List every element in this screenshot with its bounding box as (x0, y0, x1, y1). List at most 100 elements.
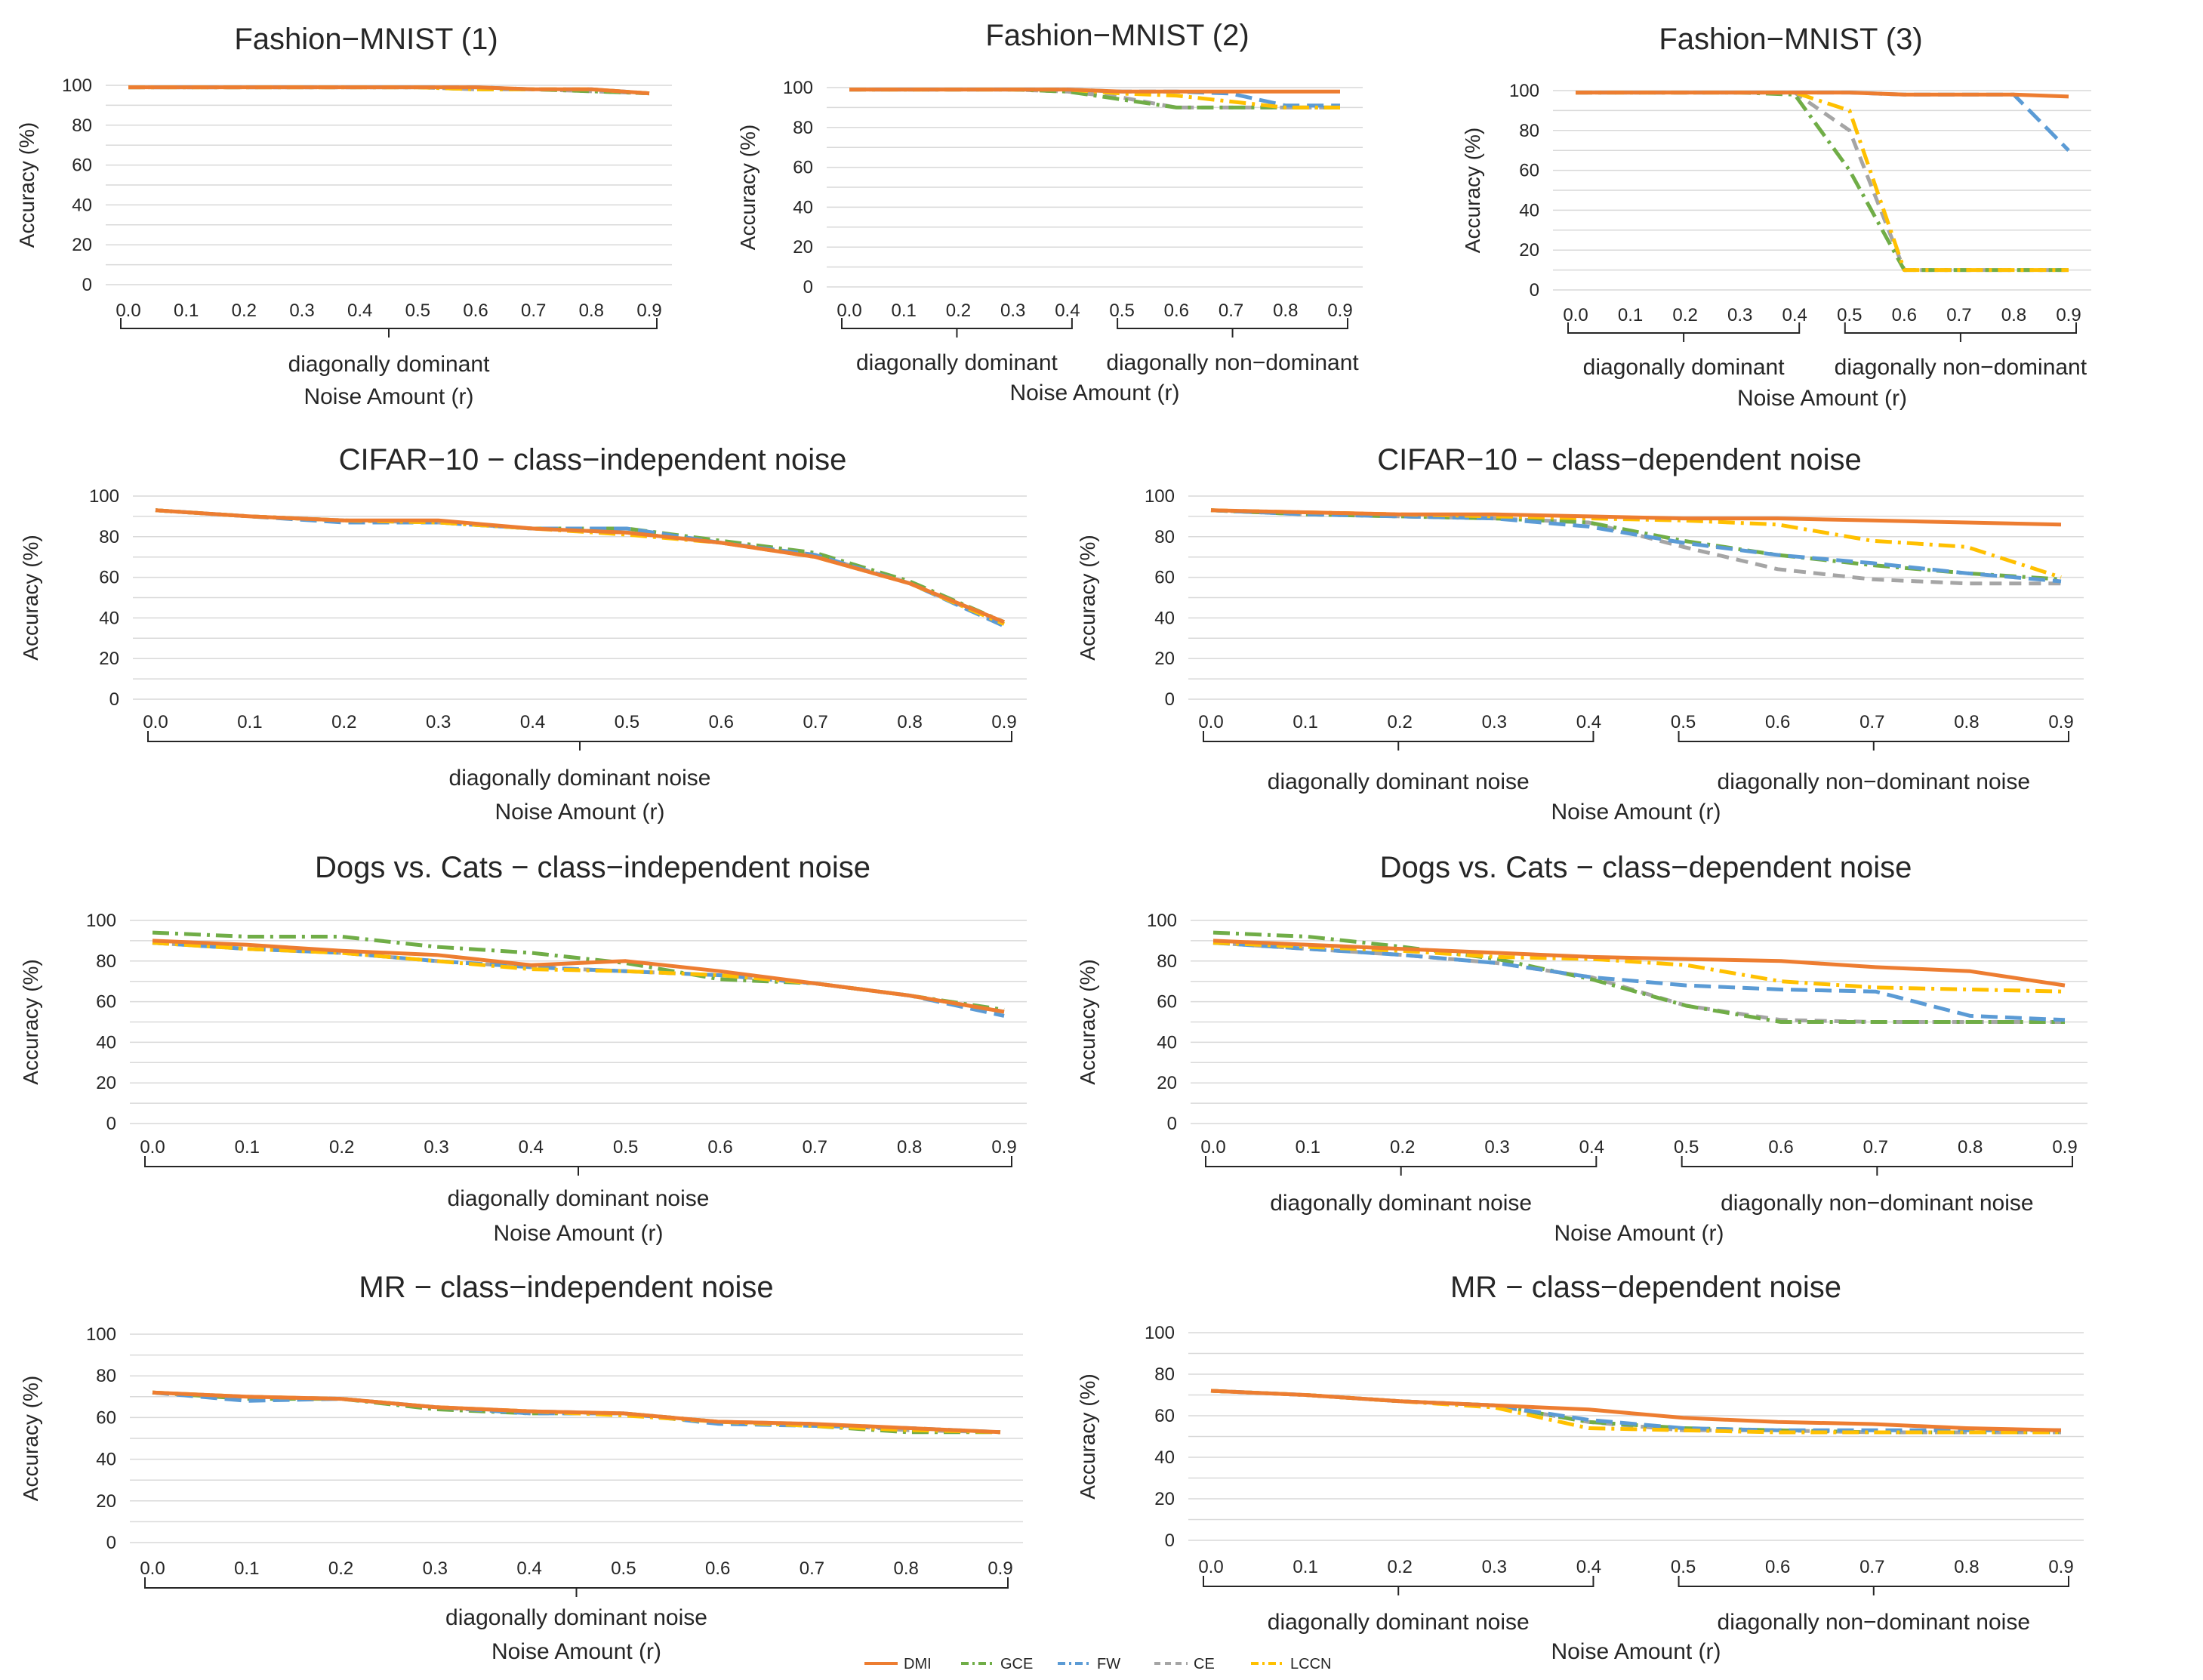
y-tick-label: 80 (793, 118, 813, 138)
x-tick-label: 0.5 (1671, 712, 1696, 732)
x-tick-label: 0.4 (519, 1137, 544, 1158)
chart-title: CIFAR−10 − class−dependent noise (1377, 443, 1862, 476)
x-tick-label: 0.3 (1482, 1557, 1507, 1577)
legend-label-lccn: LCCN (1290, 1656, 1331, 1672)
y-tick-label: 100 (1145, 1323, 1175, 1343)
x-tick-label: 0.8 (1273, 301, 1298, 321)
x-tick-label: 0.3 (426, 712, 451, 732)
x-tick-label: 0.6 (463, 301, 488, 321)
x-tick-label: 0.5 (613, 1137, 638, 1158)
x-tick-label: 0.2 (331, 712, 356, 732)
series-line-ce (1212, 941, 2065, 1024)
x-tick-label: 0.9 (636, 301, 661, 321)
y-axis-label: Accuracy (%) (19, 535, 42, 660)
x-tick-label: 0.3 (1000, 301, 1025, 321)
x-tick-label: 0.9 (987, 1558, 1012, 1579)
series-line-fw (152, 941, 1005, 1018)
y-tick-label: 80 (1157, 951, 1177, 972)
x-tick-label: 0.2 (946, 301, 971, 321)
x-axis-label: Noise Amount (r) (495, 800, 664, 825)
x-tick-label: 0.3 (1727, 305, 1752, 325)
y-tick-label: 40 (1154, 608, 1175, 628)
y-tick-label: 60 (1157, 992, 1177, 1013)
y-tick-label: 80 (1519, 121, 1539, 141)
x-tick-label: 0.8 (579, 301, 604, 321)
y-tick-label: 0 (109, 689, 119, 710)
y-tick-label: 0 (1530, 280, 1539, 301)
chart-2: Fashion−MNIST (2) 0 20 40 60 80 100 Accuracy (%… (736, 19, 1363, 405)
group-bracket (1567, 322, 1801, 342)
x-tick-label: 0.9 (991, 712, 1016, 732)
x-tick-label: 0.4 (1576, 1557, 1601, 1577)
y-tick-label: 40 (72, 195, 92, 215)
x-tick-label: 0.2 (1388, 712, 1413, 732)
y-tick-label: 40 (1157, 1032, 1177, 1053)
chart-title: MR − class−independent noise (359, 1271, 773, 1304)
group-bracket (1203, 731, 1594, 751)
y-tick-label: 0 (803, 277, 813, 297)
x-tick-label: 0.6 (709, 712, 734, 732)
x-tick-label: 0.5 (615, 712, 639, 732)
x-tick-label: 0.5 (1837, 305, 1862, 325)
x-tick-label: 0.8 (897, 712, 922, 732)
series-line-dmi (849, 88, 1340, 94)
x-tick-label: 0.5 (1109, 301, 1134, 321)
y-tick-label: 100 (1147, 911, 1177, 931)
y-tick-label: 60 (96, 1407, 116, 1428)
series-line-fw (155, 508, 1006, 628)
x-axis-label: Noise Amount (r) (1551, 1639, 1721, 1664)
group-bracket (147, 731, 1012, 751)
chart-title: Fashion−MNIST (1) (234, 23, 498, 56)
group-bracket (1205, 1156, 1598, 1176)
y-tick-label: 60 (72, 156, 92, 176)
x-tick-label: 0.4 (347, 301, 372, 321)
x-tick-label: 0.1 (892, 301, 917, 321)
x-tick-label: 0.0 (837, 301, 861, 321)
group-bracket (144, 1156, 1012, 1176)
y-tick-label: 100 (1509, 81, 1539, 101)
y-tick-label: 0 (1165, 689, 1175, 710)
chart-3: Fashion−MNIST (3) 0 20 40 60 80 100 Accuracy (%… (1461, 23, 2091, 411)
y-tick-label: 100 (783, 78, 813, 98)
x-tick-label: 0.0 (1198, 712, 1223, 732)
x-tick-label: 0.7 (1863, 1137, 1888, 1158)
y-tick-label: 20 (99, 649, 119, 669)
x-tick-label: 0.6 (1892, 305, 1917, 325)
x-tick-label: 0.5 (1671, 1557, 1696, 1577)
x-tick-label: 0.4 (1576, 712, 1601, 732)
series-line-dmi (128, 85, 650, 96)
x-tick-label: 0.9 (1327, 301, 1352, 321)
y-tick-label: 20 (96, 1073, 116, 1093)
series-line-dmi (1210, 1389, 2062, 1432)
y-axis-label: Accuracy (%) (1076, 535, 1099, 660)
series-line-dmi (1212, 939, 2066, 988)
series-line-dmi (1210, 508, 2062, 527)
x-tick-label: 0.9 (2052, 1137, 2077, 1158)
x-tick-label: 0.6 (705, 1558, 730, 1579)
y-tick-label: 40 (793, 197, 813, 217)
series-line-fw (1576, 91, 2070, 152)
x-tick-label: 0.6 (1164, 301, 1189, 321)
group-label: diagonally non−dominant (1106, 350, 1359, 375)
group-label: diagonally dominant noise (445, 1605, 707, 1630)
x-tick-label: 0.3 (289, 301, 314, 321)
y-tick-label: 40 (99, 608, 119, 628)
x-tick-label: 0.7 (1219, 301, 1243, 321)
x-tick-label: 0.2 (329, 1137, 354, 1158)
legend-label-dmi: DMI (904, 1656, 932, 1672)
group-label: diagonally dominant noise (448, 1186, 710, 1211)
x-tick-label: 0.1 (237, 712, 262, 732)
x-tick-label: 0.1 (1293, 1557, 1317, 1577)
chart-7: Dogs vs. Cats − class−dependent noise 0 20… (1076, 851, 2087, 1246)
chart-9: MR − class−dependent noise 0 20 40 60 80 100 Ac… (1076, 1271, 2084, 1664)
y-tick-label: 0 (1165, 1530, 1175, 1551)
x-axis-label: Noise Amount (r) (1009, 381, 1179, 405)
y-tick-label: 100 (62, 76, 92, 96)
series-line-gce (1212, 930, 2065, 1024)
y-tick-label: 100 (86, 911, 116, 931)
chart-title: MR − class−dependent noise (1450, 1271, 1841, 1304)
x-tick-label: 0.3 (423, 1558, 448, 1579)
x-tick-label: 0.8 (897, 1137, 922, 1158)
chart-title: Fashion−MNIST (3) (1659, 23, 1922, 56)
